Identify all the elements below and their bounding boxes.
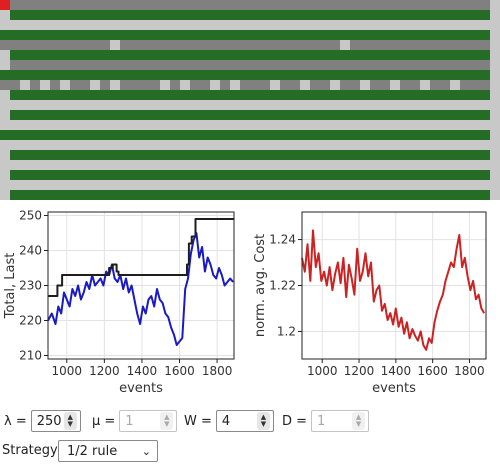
grid-cell-light [360,80,370,90]
d-control: D = 1 ▲ ▼ [282,410,370,432]
strategy-label: Strategy: [2,443,62,458]
mu-control: μ = 1 ▲ ▼ [92,410,178,432]
grid-row-light [0,160,500,170]
grid-cell-light [390,80,400,90]
norm-avg-cost-x-tick-label: 1200 [344,364,375,378]
norm-avg-cost-x-tick-label: 1800 [454,364,485,378]
total-last-chart-svg: 1000 1200 1400 1600 1800 210 220 230 240 250 event… [3,209,235,396]
mu-value: 1 [125,413,134,429]
grid-row-gray [10,60,490,70]
total-last-y-axis-label: Total, Last [3,253,18,320]
d-stepper-icon[interactable]: ▲ ▼ [352,412,366,430]
grid-row-dark [10,90,490,100]
norm-avg-cost-series-1-line [301,229,486,351]
total-last-y-tick-label: 250 [19,209,42,223]
chevron-down-icon: ⌄ [141,444,151,458]
norm-avg-cost-chart: 1000 1200 1400 1600 1800 1.2 1.22 1.24 events nor… [250,205,500,400]
grid-cell-light [210,80,220,90]
total-last-y-tick-label: 210 [19,349,42,363]
lambda-control: λ = 250 ▲ ▼ [4,410,81,432]
grid-cell-light [60,80,70,90]
mu-label: μ = [92,413,116,429]
total-last-y-tick-label: 230 [19,279,42,293]
norm-avg-cost-y-tick-label: 1.24 [269,233,296,247]
grid-row-dark [10,110,490,120]
w-input[interactable]: 4 ▲ ▼ [215,410,274,432]
parameter-controls: λ = 250 ▲ ▼ μ = 1 ▲ ▼ W = 4 ▲ ▼ D = 1 ▲ ▼ [0,406,500,436]
w-value: 4 [221,413,231,429]
norm-avg-cost-y-axis-label: norm. avg. Cost [253,234,268,337]
norm-avg-cost-x-tick-label: 1400 [381,364,412,378]
total-last-x-tick-label: 1400 [127,364,158,378]
grid-row-light [0,100,500,110]
grid-row-light [0,140,500,150]
strategy-select[interactable]: 1/2 rule ⌄ [58,440,158,462]
lambda-label: λ = [4,413,27,429]
norm-avg-cost-x-axis-label: events [372,381,416,396]
lambda-input[interactable]: 250 ▲ ▼ [30,410,81,432]
grid-visualization [0,0,500,200]
total-last-x-tick-label: 1800 [202,364,233,378]
total-last-chart: 1000 1200 1400 1600 1800 210 220 230 240 250 event… [0,205,250,400]
grid-row-dark [10,150,490,160]
strategy-selected-value: 1/2 rule [67,443,118,459]
norm-avg-cost-y-tick-label: 1.22 [269,279,296,293]
grid-row-gray [0,0,490,10]
grid-row-light [0,120,500,130]
strategy-controls: Strategy: 1/2 rule ⌄ [0,438,500,464]
w-stepper-icon[interactable]: ▲ ▼ [256,412,270,430]
grid-row-dark [0,70,490,80]
grid-row-gray [0,40,490,50]
grid-row-dark [0,30,490,40]
lambda-stepper-icon[interactable]: ▲ ▼ [63,412,77,430]
grid-cell-light [160,80,170,90]
grid-cell-light [270,80,280,90]
norm-avg-cost-y-tick-label: 1.2 [277,324,296,338]
grid-cell-light [330,80,340,90]
d-label: D = [282,413,308,429]
mu-stepper-icon[interactable]: ▲ ▼ [160,412,174,430]
grid-row-light [0,180,500,190]
total-last-series-1-line [47,232,234,346]
norm-avg-cost-chart-svg: 1000 1200 1400 1600 1800 1.2 1.22 1.24 events nor… [253,211,487,396]
total-last-x-tick-label: 1600 [164,364,195,378]
grid-cell-light [110,40,120,50]
grid-row-dark [10,190,490,200]
grid-cell-light [110,80,120,90]
grid-cell-red [0,0,10,10]
grid-row-gray [0,80,490,90]
grid-cell-light [450,80,460,90]
grid-cell-light [40,80,50,90]
d-value: 1 [317,413,326,429]
grid-row-dark [0,130,490,140]
grid-cell-light [300,80,310,90]
grid-row-light [0,20,500,30]
total-last-x-axis-label: events [119,381,163,396]
grid-cell-light [420,80,430,90]
total-last-x-tick-label: 1200 [89,364,120,378]
norm-avg-cost-x-tick-label: 1600 [417,364,448,378]
total-last-y-tick-label: 240 [19,244,42,258]
grid-cell-light [90,80,100,90]
grid-cell-light [230,80,240,90]
norm-avg-cost-x-tick-label: 1000 [307,364,338,378]
mu-input[interactable]: 1 ▲ ▼ [119,410,178,432]
grid-cell-light [20,80,30,90]
grid-svg [0,0,500,200]
total-last-x-tick-label: 1000 [52,364,83,378]
grid-row-dark [10,50,490,60]
lambda-value: 250 [36,413,62,429]
total-last-series-2-line [48,218,234,297]
grid-row-dark [10,10,490,20]
w-control: W = 4 ▲ ▼ [184,410,274,432]
total-last-y-tick-label: 220 [19,314,42,328]
grid-cell-light [180,80,190,90]
w-label: W = [184,413,212,429]
grid-cell-light [340,40,350,50]
d-input[interactable]: 1 ▲ ▼ [311,410,370,432]
grid-row-dark [10,170,490,180]
